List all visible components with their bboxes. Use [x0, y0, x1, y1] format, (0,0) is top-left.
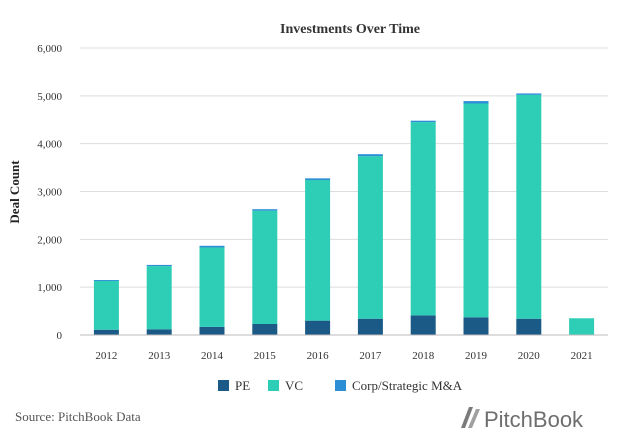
y-tick-label: 6,000 [37, 43, 62, 55]
bar-vc-2015 [252, 210, 278, 324]
legend-label: PE [235, 378, 250, 393]
x-tick-label: 2017 [359, 350, 382, 362]
bar-corp-strategic-m-a-2018 [410, 120, 436, 123]
y-tick-label: 5,000 [37, 91, 62, 103]
x-tick-label: 2013 [148, 350, 171, 362]
brand-name: PitchBook [484, 407, 584, 432]
y-axis-label: Deal Count [7, 160, 22, 224]
bar-pe-2013 [146, 329, 172, 335]
x-tick-label: 2018 [412, 350, 435, 362]
pitchbook-logo-icon [461, 407, 480, 428]
x-tick-label: 2012 [95, 350, 117, 362]
bar-pe-2017 [357, 318, 383, 335]
x-tick-label: 2014 [201, 350, 224, 362]
bar-corp-strategic-m-a-2017 [357, 154, 383, 157]
bar-vc-2021 [569, 318, 595, 335]
bar-corp-strategic-m-a-2019 [463, 101, 489, 104]
x-tick-label: 2015 [254, 350, 277, 362]
source-note: Source: PitchBook Data [15, 409, 141, 424]
bar-pe-2020 [516, 318, 542, 335]
x-tick-label: 2019 [465, 350, 488, 362]
x-tick-label: 2016 [307, 350, 330, 362]
bar-vc-2012 [93, 280, 119, 330]
x-axis-ticks: 2012 2013 2014 2015 2016 2017 2018 2019 2020 2021 [95, 350, 592, 362]
y-tick-label: 4,000 [37, 139, 62, 151]
y-axis-ticks: 0 1,000 2,000 3,000 4,000 5,000 6,000 [37, 43, 62, 342]
x-tick-label: 2021 [571, 350, 593, 362]
bar-pe-2018 [410, 315, 436, 335]
bar-vc-2020 [516, 94, 542, 319]
y-tick-label: 3,000 [37, 187, 62, 199]
y-tick-label: 2,000 [37, 234, 62, 246]
pitchbook-logo: PitchBook [461, 407, 584, 432]
bar-pe-2012 [93, 329, 119, 335]
bar-corp-strategic-m-a-2016 [305, 178, 331, 181]
bar-vc-2017 [357, 156, 383, 319]
bars [93, 93, 595, 335]
bar-pe-2019 [463, 317, 489, 335]
bar-corp-strategic-m-a-2015 [252, 209, 278, 211]
bar-vc-2013 [146, 266, 172, 330]
legend: PE VC Corp/Strategic M&A [218, 378, 463, 393]
bar-pe-2014 [199, 326, 225, 335]
legend-swatch-pe [218, 380, 229, 391]
legend-swatch-vc [268, 380, 279, 391]
legend-label: VC [285, 378, 303, 393]
legend-label: Corp/Strategic M&A [352, 378, 463, 393]
bar-corp-strategic-m-a-2013 [146, 264, 172, 267]
bar-corp-strategic-m-a-2012 [93, 279, 119, 281]
bar-vc-2014 [199, 247, 225, 327]
y-tick-label: 0 [57, 330, 63, 342]
bar-vc-2019 [463, 103, 489, 318]
chart-title: Investments Over Time [280, 22, 420, 37]
bar-pe-2015 [252, 323, 278, 335]
bar-pe-2016 [305, 320, 331, 335]
y-tick-label: 1,000 [37, 282, 62, 294]
bar-vc-2018 [410, 122, 436, 316]
bar-corp-strategic-m-a-2020 [516, 93, 542, 95]
bar-corp-strategic-m-a-2014 [199, 245, 225, 248]
x-tick-label: 2020 [518, 350, 541, 362]
bar-vc-2016 [305, 180, 331, 321]
legend-swatch-corp-strategic-m-a [335, 380, 346, 391]
